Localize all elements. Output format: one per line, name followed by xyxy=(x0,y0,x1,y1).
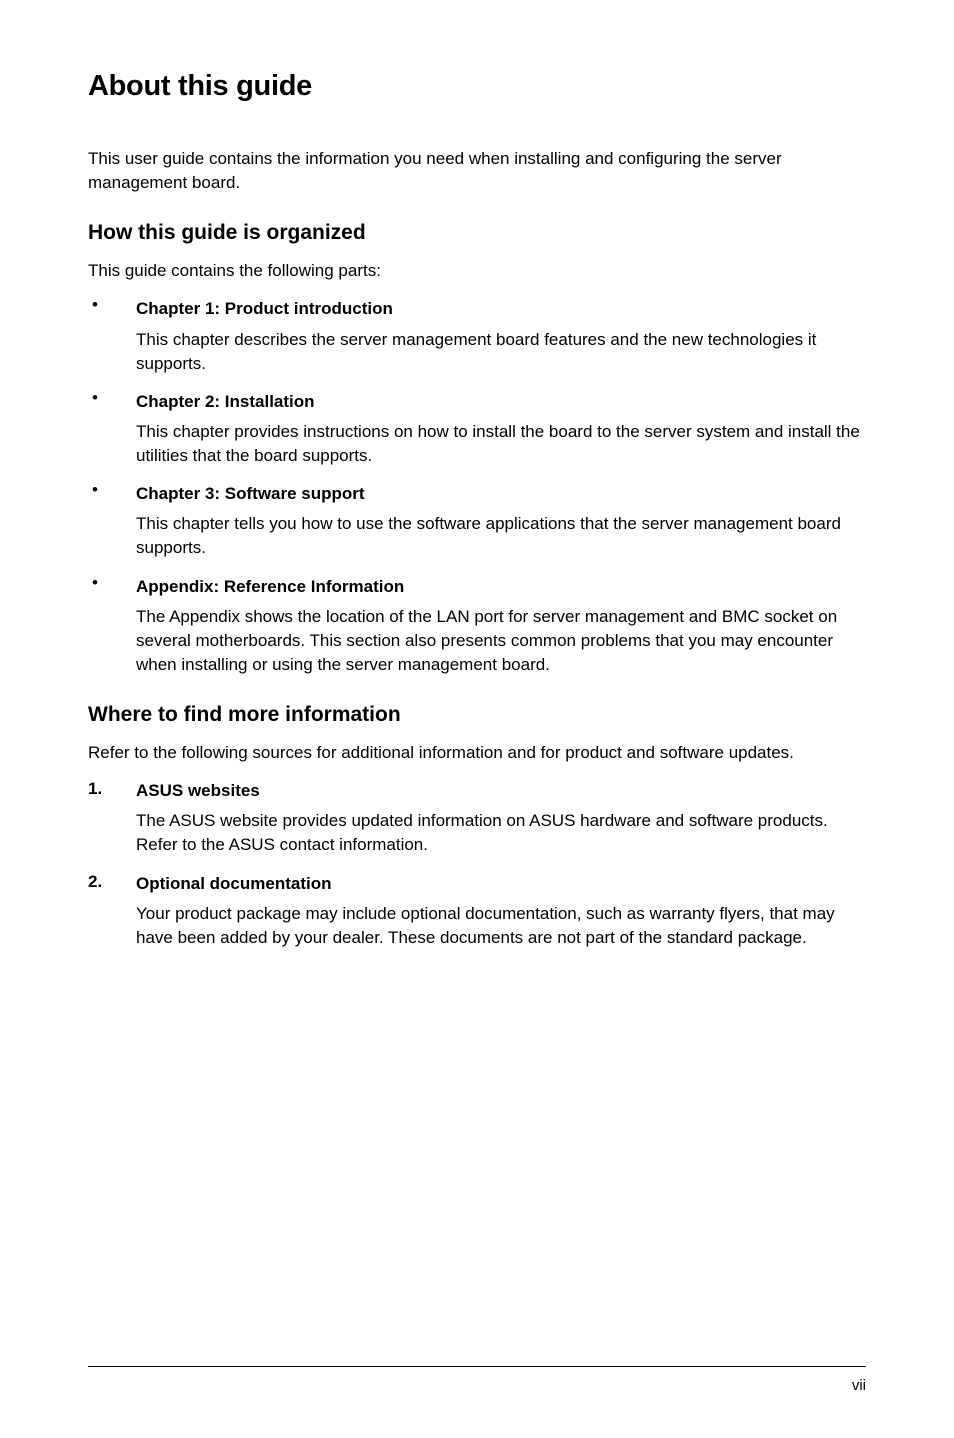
section-intro-moreinfo: Refer to the following sources for addit… xyxy=(88,741,866,765)
item-title: ASUS websites xyxy=(136,779,260,803)
chapter-body: The Appendix shows the location of the L… xyxy=(136,605,866,677)
chapter-item: Appendix: Reference Information xyxy=(88,575,866,599)
page-footer: vii xyxy=(88,1366,866,1394)
chapter-body: This chapter tells you how to use the so… xyxy=(136,512,866,560)
item-body: The ASUS website provides updated inform… xyxy=(136,809,866,857)
section-heading-organized: How this guide is organized xyxy=(88,221,866,245)
numbered-item: 1. ASUS websites xyxy=(88,779,866,803)
bullet-icon xyxy=(88,575,136,599)
item-title: Optional documentation xyxy=(136,872,332,896)
item-number: 2. xyxy=(88,872,136,896)
chapter-body: This chapter provides instructions on ho… xyxy=(136,420,866,468)
chapter-item: Chapter 2: Installation xyxy=(88,390,866,414)
chapter-title: Chapter 2: Installation xyxy=(136,390,315,414)
section-heading-moreinfo: Where to find more information xyxy=(88,703,866,727)
numbered-item: 2. Optional documentation xyxy=(88,872,866,896)
item-number: 1. xyxy=(88,779,136,803)
chapter-title: Chapter 3: Software support xyxy=(136,482,365,506)
page-number: vii xyxy=(852,1377,866,1394)
chapter-item: Chapter 1: Product introduction xyxy=(88,297,866,321)
chapter-title: Appendix: Reference Information xyxy=(136,575,404,599)
bullet-icon xyxy=(88,390,136,414)
bullet-icon xyxy=(88,482,136,506)
section-intro-organized: This guide contains the following parts: xyxy=(88,259,866,283)
bullet-icon xyxy=(88,297,136,321)
chapter-body: This chapter describes the server manage… xyxy=(136,328,866,376)
chapter-title: Chapter 1: Product introduction xyxy=(136,297,393,321)
intro-paragraph: This user guide contains the information… xyxy=(88,147,866,195)
page-title: About this guide xyxy=(88,70,866,103)
item-body: Your product package may include optiona… xyxy=(136,902,866,950)
chapter-item: Chapter 3: Software support xyxy=(88,482,866,506)
